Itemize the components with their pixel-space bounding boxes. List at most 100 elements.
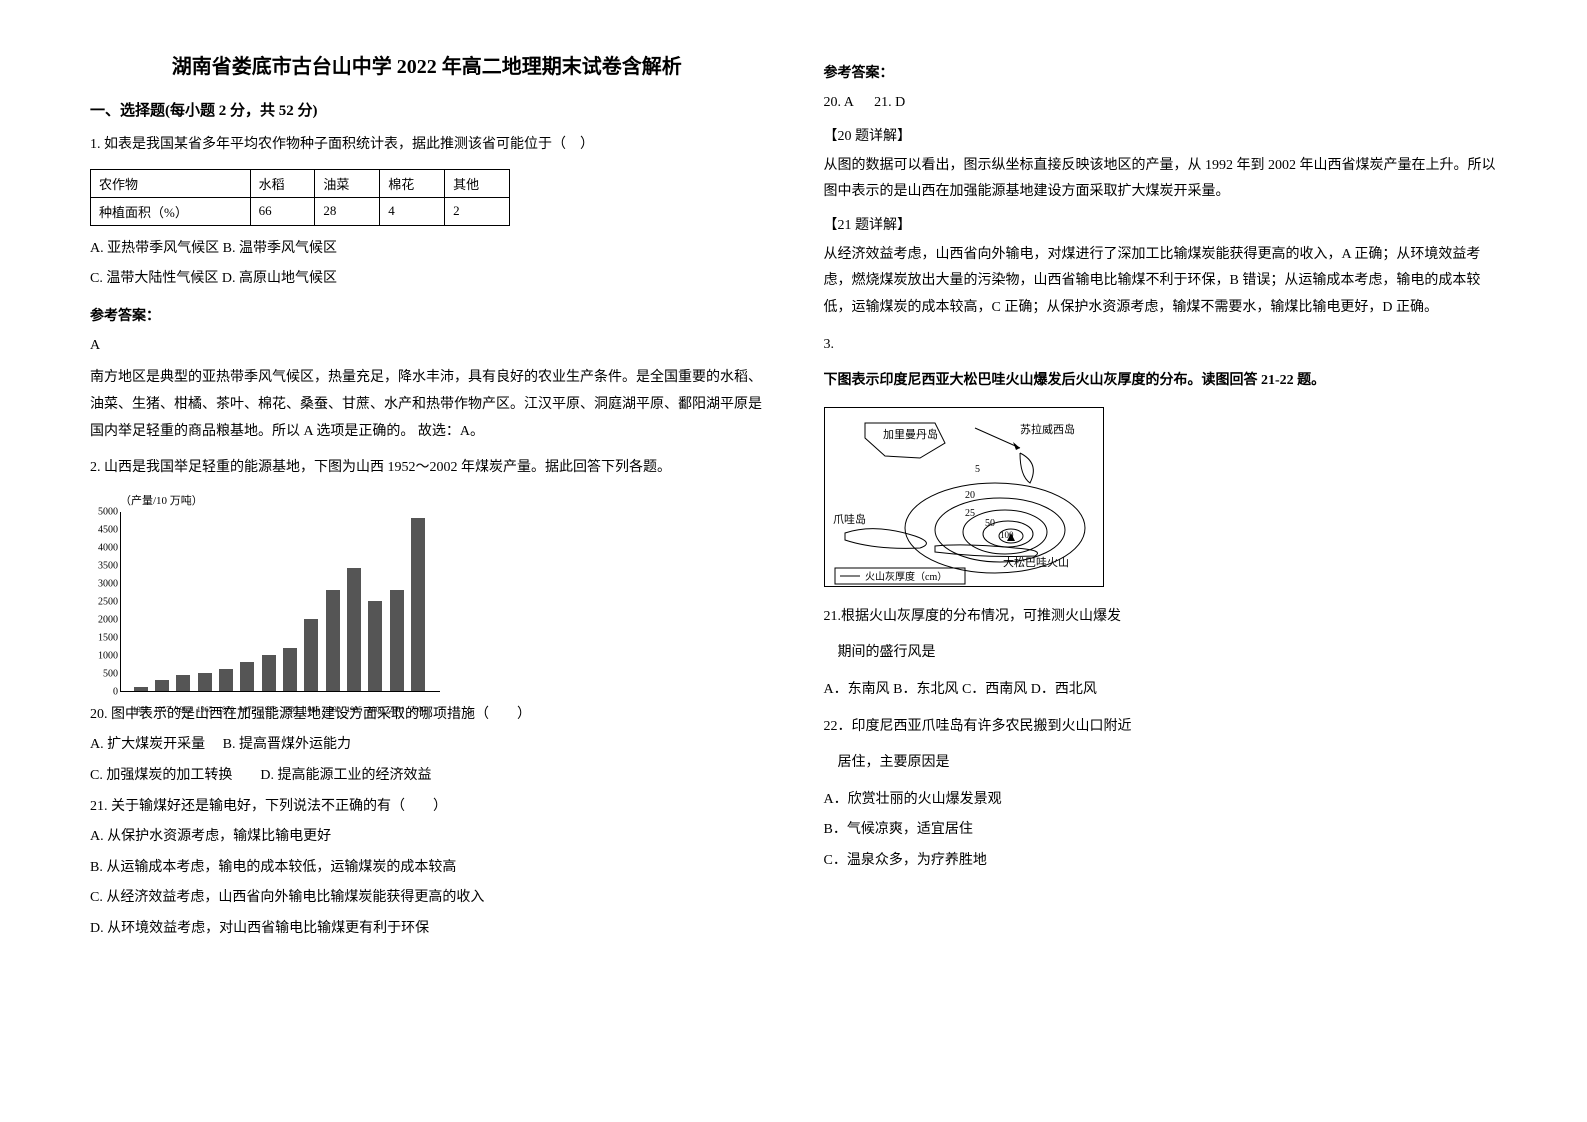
crop-table: 农作物 水稻 油菜 棉花 其他 种植面积（%） 66 28 4 2	[90, 169, 510, 226]
map-sub22-b: B．气候凉爽，适宜居住	[824, 817, 1498, 844]
th: 其他	[445, 169, 510, 197]
map-sub21-line2: 期间的盛行风是	[824, 640, 1498, 667]
td: 种植面积（%）	[91, 197, 251, 225]
contour-label: 50	[985, 518, 995, 529]
q1-explain: 南方地区是典型的亚热带季风气候区，热量充足，降水丰沛，具有良好的农业生产条件。是…	[90, 365, 764, 445]
q3-stem: 下图表示印度尼西亚大松巴哇火山爆发后火山灰厚度的分布。读图回答 21-22 题。	[824, 368, 1498, 395]
bar	[283, 648, 297, 691]
q2-stem: 2. 山西是我国举足轻重的能源基地，下图为山西 1952～2002 年煤炭产量。…	[90, 455, 764, 482]
map-sub21: 21.根据火山灰厚度的分布情况，可推测火山爆发	[824, 604, 1498, 631]
x-tick-label: 1952	[131, 705, 151, 714]
map-label-kalimantan: 加里曼丹岛	[883, 427, 938, 441]
x-tick-label: 1962	[173, 705, 193, 714]
map-label-java: 爪哇岛	[833, 512, 866, 526]
map-sub22: 22．印度尼西亚爪哇岛有许多农民搬到火山口附近	[824, 714, 1498, 741]
x-tick-label: 2000	[365, 705, 385, 714]
map-label-volcano: 大松巴哇火山	[1003, 555, 1069, 569]
x-tick-label: 2001	[387, 705, 407, 714]
x-tick-label: 1990	[323, 705, 343, 714]
contour-label: 5	[975, 464, 980, 475]
bar	[155, 680, 169, 691]
y-tick-label: 2500	[86, 596, 118, 607]
y-tick-label: 1000	[86, 650, 118, 661]
th: 农作物	[91, 169, 251, 197]
th: 棉花	[380, 169, 445, 197]
th: 水稻	[250, 169, 315, 197]
q2-sub20-cd: C. 加强煤炭的加工转换 D. 提高能源工业的经济效益	[90, 763, 764, 790]
td: 2	[445, 197, 510, 225]
x-tick-label: 1957	[152, 705, 172, 714]
chart-caption: （产量/10 万吨）	[90, 492, 430, 508]
x-tick-label: 1995	[344, 705, 364, 714]
y-tick-label: 4000	[86, 542, 118, 553]
q1-stem: 1. 如表是我国某省多年平均农作物种子面积统计表，据此推测该省可能位于（ ）	[90, 132, 764, 159]
x-tick-label: 1970	[216, 705, 236, 714]
x-tick-label: 1975	[237, 705, 257, 714]
x-tick-label: 1980	[280, 705, 300, 714]
q2-sub20-ab: A. 扩大煤炭开采量 B. 提高晋煤外运能力	[90, 732, 764, 759]
q1-options-cd: C. 温带大陆性气候区 D. 高原山地气候区	[90, 266, 764, 293]
map-label-sulawesi: 苏拉威西岛	[1020, 422, 1075, 436]
bar	[347, 568, 361, 690]
map-sub22-line2: 居住，主要原因是	[824, 750, 1498, 777]
bar	[219, 669, 233, 691]
q2-sub21-b: B. 从运输成本考虑，输电的成本较低，运输煤炭的成本较高	[90, 855, 764, 882]
q2-sub21-c: C. 从经济效益考虑，山西省向外输电比输煤炭能获得更高的收入	[90, 885, 764, 912]
y-tick-label: 1500	[86, 632, 118, 643]
answer-label: 参考答案：	[824, 62, 1498, 82]
q3-num: 3.	[824, 332, 1498, 359]
volcano-map: 加里曼丹岛 苏拉威西岛 5 20 25 50 100 爪哇岛 大松	[824, 407, 1104, 592]
table-row: 农作物 水稻 油菜 棉花 其他	[91, 169, 510, 197]
bar	[262, 655, 276, 691]
bar	[198, 673, 212, 691]
bar	[411, 518, 425, 691]
bar	[134, 687, 148, 691]
answer-label: 参考答案：	[90, 305, 764, 325]
map-sub22-a: A．欣赏壮丽的火山爆发景观	[824, 787, 1498, 814]
td: 4	[380, 197, 445, 225]
coal-chart: （产量/10 万吨） 05001000150020002500300035004…	[90, 492, 430, 692]
ans-row: 20. A 21. D	[824, 90, 1498, 117]
y-tick-label: 5000	[86, 506, 118, 517]
x-tick-label: 2002	[408, 705, 428, 714]
bar	[368, 601, 382, 691]
page-title: 湖南省娄底市古台山中学 2022 年高二地理期末试卷含解析	[90, 50, 764, 79]
bar	[326, 590, 340, 691]
table-row: 种植面积（%） 66 28 4 2	[91, 197, 510, 225]
q2-sub21-a: A. 从保护水资源考虑，输煤比输电更好	[90, 824, 764, 851]
q1-options-ab: A. 亚热带季风气候区 B. 温带季风气候区	[90, 236, 764, 263]
exp20-title: 【20 题详解】	[824, 125, 1498, 145]
td: 28	[315, 197, 380, 225]
bar	[390, 590, 404, 691]
map-svg: 加里曼丹岛 苏拉威西岛 5 20 25 50 100 爪哇岛 大松	[824, 407, 1104, 587]
q2-sub21: 21. 关于输煤好还是输电好，下列说法不正确的有（ ）	[90, 794, 764, 821]
x-tick-label: 1965	[195, 705, 215, 714]
y-tick-label: 4500	[86, 524, 118, 535]
y-tick-label: 3500	[86, 560, 118, 571]
bar-chart-area: 0500100015002000250030003500400045005000…	[120, 512, 440, 692]
map-sub22-c: C．温泉众多，为疗养胜地	[824, 848, 1498, 875]
bar	[240, 662, 254, 691]
y-tick-label: 3000	[86, 578, 118, 589]
td: 66	[250, 197, 315, 225]
bar	[176, 675, 190, 691]
contour-label: 20	[965, 490, 975, 501]
y-tick-label: 0	[86, 686, 118, 697]
ans20: 20. A	[824, 95, 854, 110]
q1-answer: A	[90, 333, 764, 360]
th: 油菜	[315, 169, 380, 197]
ans21: 21. D	[874, 95, 905, 110]
y-tick-label: 2000	[86, 614, 118, 625]
legend-label: 火山灰厚度（cm）	[865, 570, 947, 583]
left-column: 湖南省娄底市古台山中学 2022 年高二地理期末试卷含解析 一、选择题(每小题 …	[60, 50, 794, 1072]
exp21: 从经济效益考虑，山西省向外输电，对煤进行了深加工比输煤炭能获得更高的收入，A 正…	[824, 242, 1498, 322]
map-sub21-opts: A．东南风 B．东北风 C．西南风 D．西北风	[824, 677, 1498, 704]
bar	[304, 619, 318, 691]
y-tick-label: 500	[86, 668, 118, 679]
contour-label: 25	[965, 508, 975, 519]
exp20: 从图的数据可以看出，图示纵坐标直接反映该地区的产量，从 1992 年到 2002…	[824, 153, 1498, 206]
x-tick-label: 1978	[259, 705, 279, 714]
section-title: 一、选择题(每小题 2 分，共 52 分)	[90, 99, 764, 120]
right-column: 参考答案： 20. A 21. D 【20 题详解】 从图的数据可以看出，图示纵…	[794, 50, 1528, 1072]
x-tick-label: 1985	[301, 705, 321, 714]
